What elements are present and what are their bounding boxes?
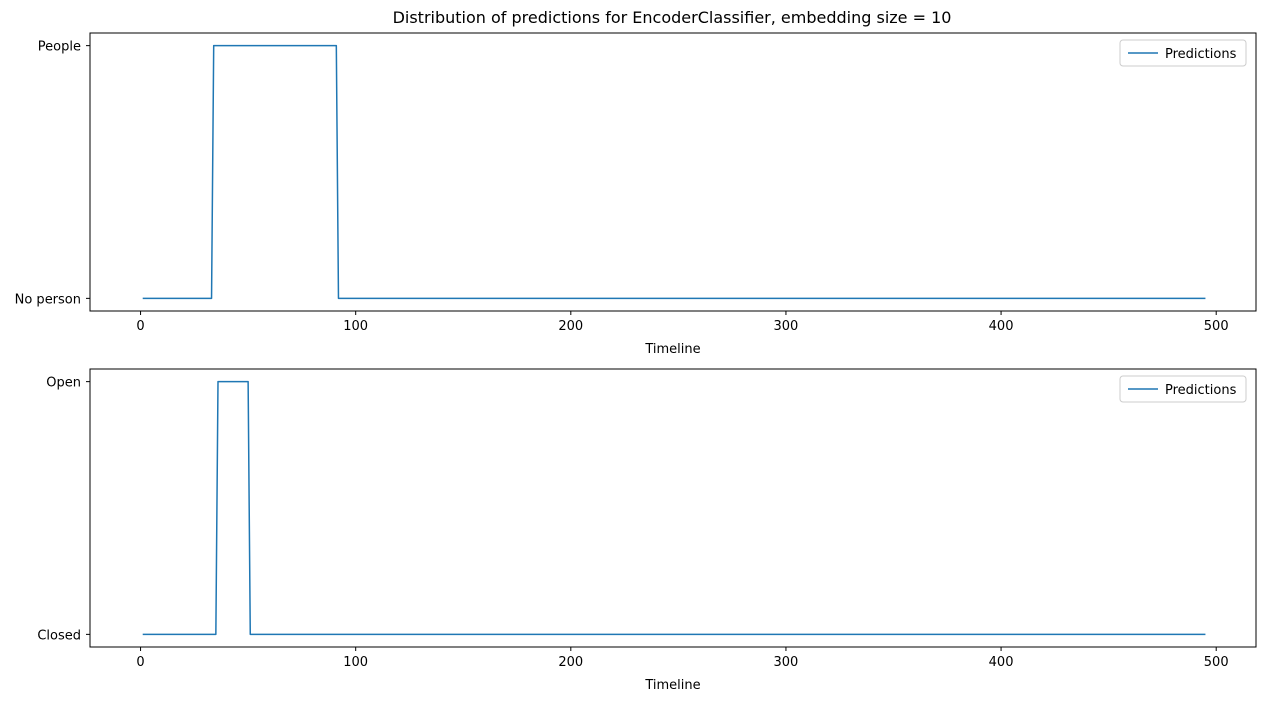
x-tick-label: 400 xyxy=(989,655,1014,670)
x-tick-label: 200 xyxy=(558,655,583,670)
x-tick-label: 0 xyxy=(136,655,144,670)
y-tick-label: Open xyxy=(46,376,81,391)
x-tick-label: 500 xyxy=(1204,319,1229,334)
legend-box xyxy=(1119,375,1247,403)
x-tick-label: 100 xyxy=(343,319,368,334)
x-axis-label: Timeline xyxy=(644,678,700,693)
subplot-bottom: 0 100 200 300 400 500 Closed Open Timeline Predic… xyxy=(37,368,1257,693)
legend: Predictions xyxy=(1119,375,1247,403)
legend-entry-label: Predictions xyxy=(1165,383,1237,398)
legend-box xyxy=(1119,39,1247,67)
x-tick-label: 200 xyxy=(558,319,583,334)
x-tick-label: 500 xyxy=(1204,655,1229,670)
y-tick-label: No person xyxy=(15,292,81,307)
axes-frame xyxy=(89,32,1257,312)
axes-frame xyxy=(89,368,1257,648)
x-axis-label: Timeline xyxy=(644,342,700,357)
subplot-top: 0 100 200 300 400 500 No person People Timeline P… xyxy=(15,32,1257,357)
x-tick-label: 400 xyxy=(989,319,1014,334)
legend-entry-label: Predictions xyxy=(1165,47,1237,62)
series-line-predictions xyxy=(142,44,1206,300)
x-tick-label: 0 xyxy=(136,319,144,334)
x-tick-label: 300 xyxy=(774,319,799,334)
y-tick-label: People xyxy=(38,40,81,55)
x-tick-label: 300 xyxy=(774,655,799,670)
legend: Predictions xyxy=(1119,39,1247,67)
x-tick-label: 100 xyxy=(343,655,368,670)
y-tick-label: Closed xyxy=(37,628,81,643)
figure-title: Distribution of predictions for EncoderC… xyxy=(393,8,952,27)
series-line-predictions xyxy=(142,380,1206,636)
